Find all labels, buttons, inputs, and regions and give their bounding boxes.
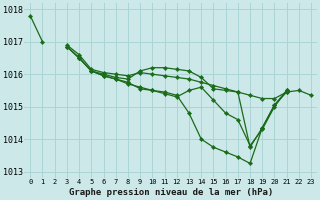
X-axis label: Graphe pression niveau de la mer (hPa): Graphe pression niveau de la mer (hPa) bbox=[68, 188, 273, 197]
